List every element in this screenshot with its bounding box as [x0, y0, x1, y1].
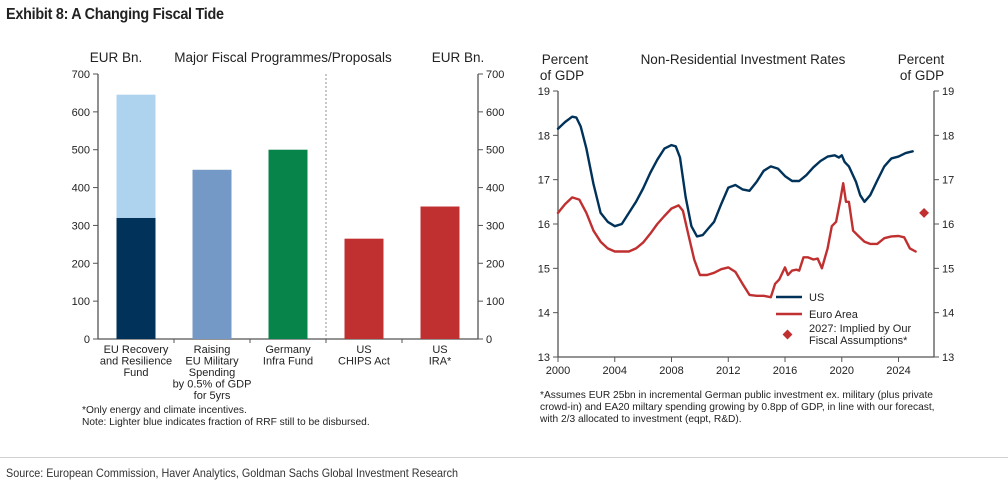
- line-left-axis-label-2: of GDP: [540, 68, 584, 83]
- line-right-tick-label: 14: [942, 308, 954, 320]
- bar-right-tick-label: 700: [486, 69, 504, 81]
- bar-category-label: and Resilience: [100, 356, 172, 368]
- bar-note: Note: Lighter blue indicates fraction of…: [82, 417, 370, 428]
- bar-right-tick-label: 500: [486, 145, 504, 157]
- line-left-tick-label: 15: [538, 263, 550, 275]
- line-x-tick-label: 2004: [603, 365, 627, 377]
- bar-right-axis-label: EUR Bn.: [432, 50, 485, 65]
- bar-footnote: *Only energy and climate incentives.: [82, 405, 247, 416]
- bar-left-tick-label: 700: [72, 69, 90, 81]
- line-x-tick-label: 2000: [546, 365, 570, 377]
- line-x-tick-label: 2024: [886, 365, 910, 377]
- bar-category-label: IRA*: [429, 356, 452, 368]
- bar-left-tick-label: 200: [72, 258, 90, 270]
- bar-category-label: EU Recovery: [104, 344, 169, 356]
- exhibit-title: Exhibit 8: A Changing Fiscal Tide: [6, 6, 224, 23]
- bar-right-tick-label: 400: [486, 183, 504, 195]
- bar-right-tick-label: 600: [486, 107, 504, 119]
- line-right-tick-label: 16: [942, 219, 954, 231]
- source-divider: [0, 457, 1008, 458]
- legend-euro-area-label: Euro Area: [809, 309, 859, 321]
- bar-segment-undisbursed: [116, 94, 156, 218]
- bar: [344, 238, 384, 339]
- bar: [116, 217, 156, 339]
- line-right-tick-label: 15: [942, 263, 954, 275]
- bar-right-tick-label: 0: [486, 334, 492, 346]
- series-line-us: [556, 115, 914, 238]
- bar-category-label: US: [356, 344, 371, 356]
- bar-category-label: EU Military: [185, 356, 239, 368]
- line-x-tick-label: 2012: [716, 365, 740, 377]
- bar-right-tick-label: 100: [486, 296, 504, 308]
- bar-category-label: CHIPS Act: [338, 356, 390, 368]
- legend-2027-label-2: Fiscal Assumptions*: [809, 335, 908, 347]
- bar-chart-title: Major Fiscal Programmes/Proposals: [174, 50, 392, 65]
- line-right-axis-label-2: of GDP: [900, 68, 944, 83]
- bar-chart: EUR Bn. Major Fiscal Programmes/Proposal…: [72, 50, 505, 428]
- bar-category-label: by 0.5% of GDP: [173, 379, 252, 391]
- line-right-tick-label: 18: [942, 130, 954, 142]
- line-left-tick-label: 16: [538, 219, 550, 231]
- legend-2027-label-1: 2027: Implied by Our: [809, 323, 911, 335]
- legend-2027-diamond-icon: [782, 329, 793, 340]
- line-right-tick-label: 19: [942, 86, 954, 98]
- bar-left-tick-label: 500: [72, 145, 90, 157]
- bar-left-tick-label: 600: [72, 107, 90, 119]
- bar-category-label: Fund: [123, 367, 148, 379]
- series-line-euro-area: [556, 182, 917, 299]
- bar-right-tick-label: 200: [486, 258, 504, 270]
- line-right-tick-label: 13: [942, 352, 954, 364]
- line-chart: Percent of GDP Non-Residential Investmen…: [538, 52, 955, 425]
- bar-category-label: US: [432, 344, 447, 356]
- bar-left-tick-label: 0: [84, 334, 90, 346]
- line-legend: US Euro Area 2027: Implied by Our Fiscal…: [776, 292, 911, 347]
- point-2027-diamond: [919, 207, 930, 218]
- bar-category-label: Infra Fund: [263, 356, 313, 368]
- line-x-tick-label: 2008: [659, 365, 683, 377]
- line-x-tick-label: 2020: [830, 365, 854, 377]
- bar-left-tick-label: 300: [72, 220, 90, 232]
- line-chart-title: Non-Residential Investment Rates: [641, 52, 846, 67]
- bar-left-tick-label: 100: [72, 296, 90, 308]
- line-x-tick-label: 2016: [773, 365, 797, 377]
- bar-left-axis-label: EUR Bn.: [90, 50, 143, 65]
- line-left-tick-label: 18: [538, 130, 550, 142]
- line-left-tick-label: 19: [538, 86, 550, 98]
- bar-category-label: Spending: [189, 367, 236, 379]
- bar-category-label: Raising: [194, 344, 231, 356]
- bar: [192, 169, 232, 339]
- bar-right-tick-label: 300: [486, 220, 504, 232]
- line-left-tick-label: 14: [538, 308, 550, 320]
- bar-left-tick-label: 400: [72, 183, 90, 195]
- line-right-axis-label-1: Percent: [898, 52, 945, 67]
- line-left-tick-label: 17: [538, 175, 550, 187]
- legend-us-label: US: [809, 292, 824, 304]
- line-footnote-3: with 2/3 allocated to investment (eqpt, …: [539, 414, 742, 425]
- line-left-axis-label-1: Percent: [542, 52, 589, 67]
- line-footnote-1: *Assumes EUR 25bn in incremental German …: [540, 390, 933, 401]
- bar: [420, 206, 460, 339]
- bar: [268, 149, 308, 339]
- bar-category-label: Germany: [265, 344, 311, 356]
- line-right-tick-label: 17: [942, 175, 954, 187]
- line-footnote-2: crowd-in) and EA20 miltary spending grow…: [540, 402, 935, 413]
- line-left-tick-label: 13: [538, 352, 550, 364]
- bar-category-label: for 5yrs: [194, 390, 231, 402]
- source-line: Source: European Commission, Haver Analy…: [6, 466, 459, 480]
